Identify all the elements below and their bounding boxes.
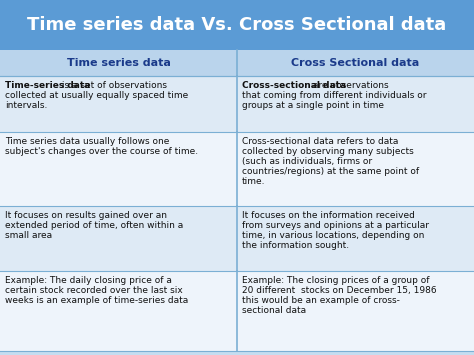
- Text: certain stock recorded over the last six: certain stock recorded over the last six: [5, 286, 183, 295]
- Text: Cross Sectional data: Cross Sectional data: [292, 58, 419, 68]
- Text: the information sought.: the information sought.: [242, 241, 349, 250]
- Text: Time series data Vs. Cross Sectional data: Time series data Vs. Cross Sectional dat…: [27, 16, 447, 34]
- Text: groups at a single point in time: groups at a single point in time: [242, 101, 384, 110]
- Text: Time series data: Time series data: [66, 58, 171, 68]
- Text: (such as individuals, firms or: (such as individuals, firms or: [242, 157, 372, 166]
- Text: is a set of observations: is a set of observations: [59, 81, 167, 90]
- Text: Time-series data: Time-series data: [5, 81, 91, 90]
- Text: It focuses on results gained over an: It focuses on results gained over an: [5, 211, 167, 220]
- FancyBboxPatch shape: [0, 271, 237, 351]
- FancyBboxPatch shape: [0, 206, 237, 271]
- FancyBboxPatch shape: [237, 271, 474, 351]
- Text: subject's changes over the course of time.: subject's changes over the course of tim…: [5, 147, 198, 156]
- FancyBboxPatch shape: [0, 132, 237, 206]
- Text: this would be an example of cross-: this would be an example of cross-: [242, 296, 400, 305]
- Text: time.: time.: [242, 177, 265, 186]
- FancyBboxPatch shape: [0, 0, 474, 54]
- Text: Time series data usually follows one: Time series data usually follows one: [5, 137, 169, 146]
- Text: countries/regions) at the same point of: countries/regions) at the same point of: [242, 167, 419, 176]
- Text: It focuses on the information received: It focuses on the information received: [242, 211, 415, 220]
- FancyBboxPatch shape: [237, 76, 474, 132]
- FancyBboxPatch shape: [237, 206, 474, 271]
- FancyBboxPatch shape: [0, 76, 237, 132]
- Text: Cross-sectional data refers to data: Cross-sectional data refers to data: [242, 137, 398, 146]
- Text: small area: small area: [5, 231, 52, 240]
- Text: collected at usually equally spaced time: collected at usually equally spaced time: [5, 91, 188, 100]
- FancyBboxPatch shape: [0, 50, 237, 76]
- Text: time, in various locations, depending on: time, in various locations, depending on: [242, 231, 424, 240]
- Text: sectional data: sectional data: [242, 306, 306, 315]
- Text: Example: The closing prices of a group of: Example: The closing prices of a group o…: [242, 276, 429, 285]
- Text: 20 different  stocks on December 15, 1986: 20 different stocks on December 15, 1986: [242, 286, 437, 295]
- Text: from surveys and opinions at a particular: from surveys and opinions at a particula…: [242, 221, 429, 230]
- Text: that coming from different individuals or: that coming from different individuals o…: [242, 91, 427, 100]
- Text: Example: The daily closing price of a: Example: The daily closing price of a: [5, 276, 172, 285]
- Text: intervals.: intervals.: [5, 101, 47, 110]
- FancyBboxPatch shape: [237, 50, 474, 76]
- Text: are observations: are observations: [310, 81, 388, 90]
- Text: collected by observing many subjects: collected by observing many subjects: [242, 147, 414, 156]
- Text: Cross-sectional data: Cross-sectional data: [242, 81, 346, 90]
- Text: extended period of time, often within a: extended period of time, often within a: [5, 221, 183, 230]
- Text: weeks is an example of time-series data: weeks is an example of time-series data: [5, 296, 188, 305]
- FancyBboxPatch shape: [237, 132, 474, 206]
